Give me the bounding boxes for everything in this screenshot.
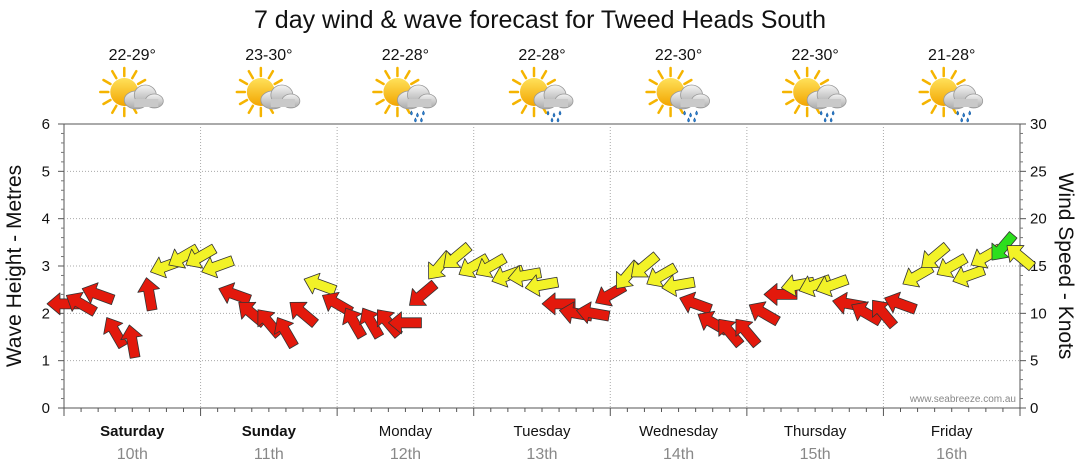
day-temp: 23-30°: [245, 47, 292, 64]
sun-rain-icon: [781, 66, 847, 123]
wind-arrow: [991, 231, 1018, 261]
day-temp: 22-30°: [655, 47, 702, 64]
wind-arrow: [815, 274, 850, 298]
wind-arrow: [65, 291, 98, 317]
day-date: 13th: [526, 446, 557, 463]
wind-arrow: [388, 311, 422, 335]
left-tick-label: 4: [42, 211, 50, 228]
wind-arrow: [103, 317, 128, 350]
wind-arrow: [952, 264, 986, 288]
sun-cloud-icon: [99, 66, 164, 118]
day-date: 10th: [117, 446, 148, 463]
credit-text: www.seabreeze.com.au: [909, 394, 1016, 405]
left-tick-label: 6: [42, 116, 50, 133]
wind-arrow: [81, 282, 116, 305]
day-temp: 22-28°: [382, 47, 429, 64]
wind-arrow: [921, 242, 951, 268]
right-tick-label: 30: [1030, 116, 1047, 133]
wind-arrow: [201, 255, 235, 279]
wind-arrow: [137, 277, 160, 312]
right-tick-label: 10: [1030, 305, 1047, 322]
day-temp: 22-30°: [791, 47, 838, 64]
wind-arrow: [631, 251, 661, 278]
right-axis-title: Wind Speed - Knots: [1054, 173, 1077, 360]
wind-arrow: [851, 301, 884, 327]
sun-rain-icon: [918, 66, 984, 123]
day-date: 16th: [936, 446, 967, 463]
day-name: Friday: [931, 423, 973, 440]
left-tick-label: 2: [42, 305, 50, 322]
wind-arrow: [646, 262, 679, 288]
wind-arrow: [342, 307, 367, 340]
day-temp: 22-29°: [109, 47, 156, 64]
left-axis-title: Wave Height - Metres: [3, 165, 26, 367]
sun-cloud-icon: [235, 66, 301, 118]
wind-arrow: [661, 274, 696, 297]
right-tick-label: 5: [1030, 353, 1038, 370]
wind-arrow: [475, 253, 508, 278]
wind-arrow: [185, 243, 218, 269]
day-date: 14th: [663, 446, 694, 463]
wind-arrow: [902, 262, 935, 288]
wind-arrow: [274, 317, 299, 350]
left-tick-label: 3: [42, 258, 50, 275]
day-date: 11th: [254, 446, 284, 463]
wind-arrow: [872, 299, 898, 330]
day-temp: 21-28°: [928, 47, 975, 64]
day-name: Thursday: [784, 423, 847, 440]
day-name: Tuesday: [514, 423, 571, 440]
wind-arrow: [576, 301, 611, 324]
wind-arrow: [936, 253, 969, 278]
wind-arrow: [359, 307, 385, 340]
wind-arrow: [524, 274, 560, 297]
wind-arrow: [120, 324, 143, 359]
sun-rain-icon: [645, 66, 710, 123]
wind-arrow: [718, 318, 745, 349]
left-tick-label: 1: [42, 353, 50, 370]
sun-rain-icon: [372, 66, 437, 123]
right-tick-label: 0: [1030, 400, 1038, 417]
right-tick-label: 20: [1030, 211, 1047, 228]
chart-title: 7 day wind & wave forecast for Tweed Hea…: [254, 6, 826, 34]
day-name: Saturday: [100, 423, 165, 440]
right-tick-label: 25: [1030, 163, 1047, 180]
wind-arrow: [409, 279, 439, 306]
left-tick-label: 0: [42, 400, 50, 417]
day-name: Monday: [379, 423, 433, 440]
wind-arrow: [443, 242, 473, 268]
sun-rain-icon: [508, 66, 574, 123]
day-date: 15th: [800, 446, 831, 463]
wind-arrow: [507, 264, 542, 288]
day-temp: 22-28°: [518, 47, 565, 64]
day-date: 12th: [390, 446, 421, 463]
wind-arrow: [748, 301, 781, 327]
day-name: Wednesday: [639, 423, 718, 440]
wind-arrow: [763, 282, 798, 306]
day-name: Sunday: [242, 423, 297, 440]
wind-arrow: [289, 301, 319, 328]
wind-arrow: [1006, 245, 1036, 272]
left-tick-label: 5: [42, 163, 50, 180]
wind-arrow: [884, 291, 918, 315]
wind-arrow: [46, 292, 81, 316]
wind-arrow: [735, 318, 762, 349]
